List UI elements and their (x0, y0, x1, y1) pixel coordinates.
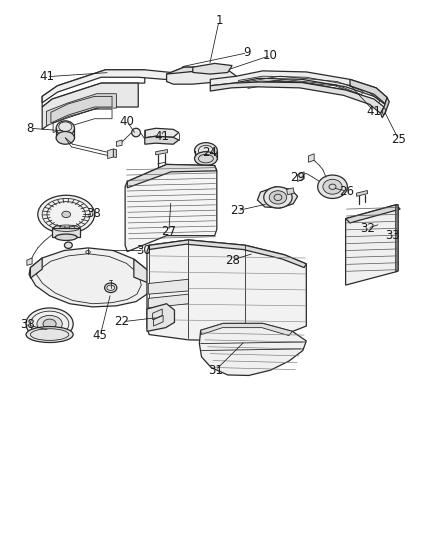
Text: 24: 24 (202, 146, 217, 159)
Polygon shape (147, 304, 174, 332)
Text: 27: 27 (161, 225, 176, 238)
Ellipse shape (105, 283, 117, 293)
Ellipse shape (132, 128, 141, 137)
Polygon shape (381, 98, 389, 118)
Polygon shape (287, 188, 294, 195)
Polygon shape (148, 279, 188, 294)
Polygon shape (166, 67, 210, 82)
Polygon shape (155, 150, 167, 155)
Text: 29: 29 (290, 171, 305, 184)
Ellipse shape (26, 308, 73, 340)
Polygon shape (125, 165, 217, 252)
Polygon shape (42, 67, 210, 103)
Ellipse shape (26, 327, 73, 343)
Text: 40: 40 (120, 116, 135, 128)
Ellipse shape (38, 195, 95, 233)
Polygon shape (396, 205, 398, 272)
Polygon shape (199, 324, 306, 375)
Ellipse shape (62, 211, 71, 217)
Polygon shape (46, 94, 117, 126)
Text: 30: 30 (137, 244, 151, 257)
Text: 41: 41 (39, 70, 54, 83)
Text: 31: 31 (208, 364, 223, 377)
Text: 26: 26 (339, 184, 354, 198)
Polygon shape (357, 190, 367, 196)
Ellipse shape (318, 175, 347, 198)
Polygon shape (148, 294, 188, 308)
Polygon shape (258, 187, 297, 208)
Polygon shape (308, 154, 314, 163)
Polygon shape (117, 140, 122, 147)
Polygon shape (30, 258, 42, 278)
Text: 9: 9 (244, 46, 251, 59)
Text: 38: 38 (21, 319, 35, 332)
Ellipse shape (55, 234, 77, 240)
Polygon shape (193, 63, 232, 74)
Ellipse shape (194, 143, 217, 159)
Text: 22: 22 (115, 316, 130, 328)
Text: 1: 1 (215, 14, 223, 27)
Polygon shape (113, 149, 117, 158)
Polygon shape (52, 228, 80, 237)
Text: 23: 23 (230, 204, 245, 217)
Polygon shape (42, 83, 138, 130)
Text: 32: 32 (360, 222, 375, 235)
Text: 28: 28 (225, 254, 240, 266)
Polygon shape (127, 165, 217, 188)
Ellipse shape (43, 319, 56, 329)
Polygon shape (147, 240, 306, 341)
Text: 8: 8 (27, 122, 34, 135)
Polygon shape (145, 128, 179, 138)
Text: 10: 10 (263, 49, 278, 62)
Text: 41: 41 (367, 105, 381, 118)
Ellipse shape (264, 187, 292, 208)
Text: 41: 41 (155, 130, 170, 143)
Polygon shape (145, 136, 179, 144)
Text: 38: 38 (86, 207, 101, 220)
Polygon shape (297, 172, 304, 181)
Text: 25: 25 (392, 133, 406, 147)
Polygon shape (108, 149, 113, 159)
Text: 33: 33 (385, 229, 400, 241)
Polygon shape (29, 248, 151, 307)
Polygon shape (134, 259, 161, 282)
Polygon shape (350, 79, 387, 104)
Text: 45: 45 (93, 329, 108, 342)
Polygon shape (27, 258, 32, 265)
Polygon shape (210, 71, 387, 104)
Ellipse shape (323, 179, 342, 194)
Ellipse shape (56, 121, 74, 136)
Ellipse shape (269, 191, 287, 204)
Polygon shape (210, 82, 384, 114)
Polygon shape (149, 240, 306, 268)
Polygon shape (346, 205, 400, 223)
Polygon shape (201, 324, 292, 336)
Ellipse shape (194, 152, 217, 165)
Ellipse shape (64, 242, 72, 248)
Ellipse shape (37, 316, 62, 333)
Polygon shape (346, 205, 398, 285)
Ellipse shape (56, 132, 74, 144)
Polygon shape (166, 70, 237, 84)
